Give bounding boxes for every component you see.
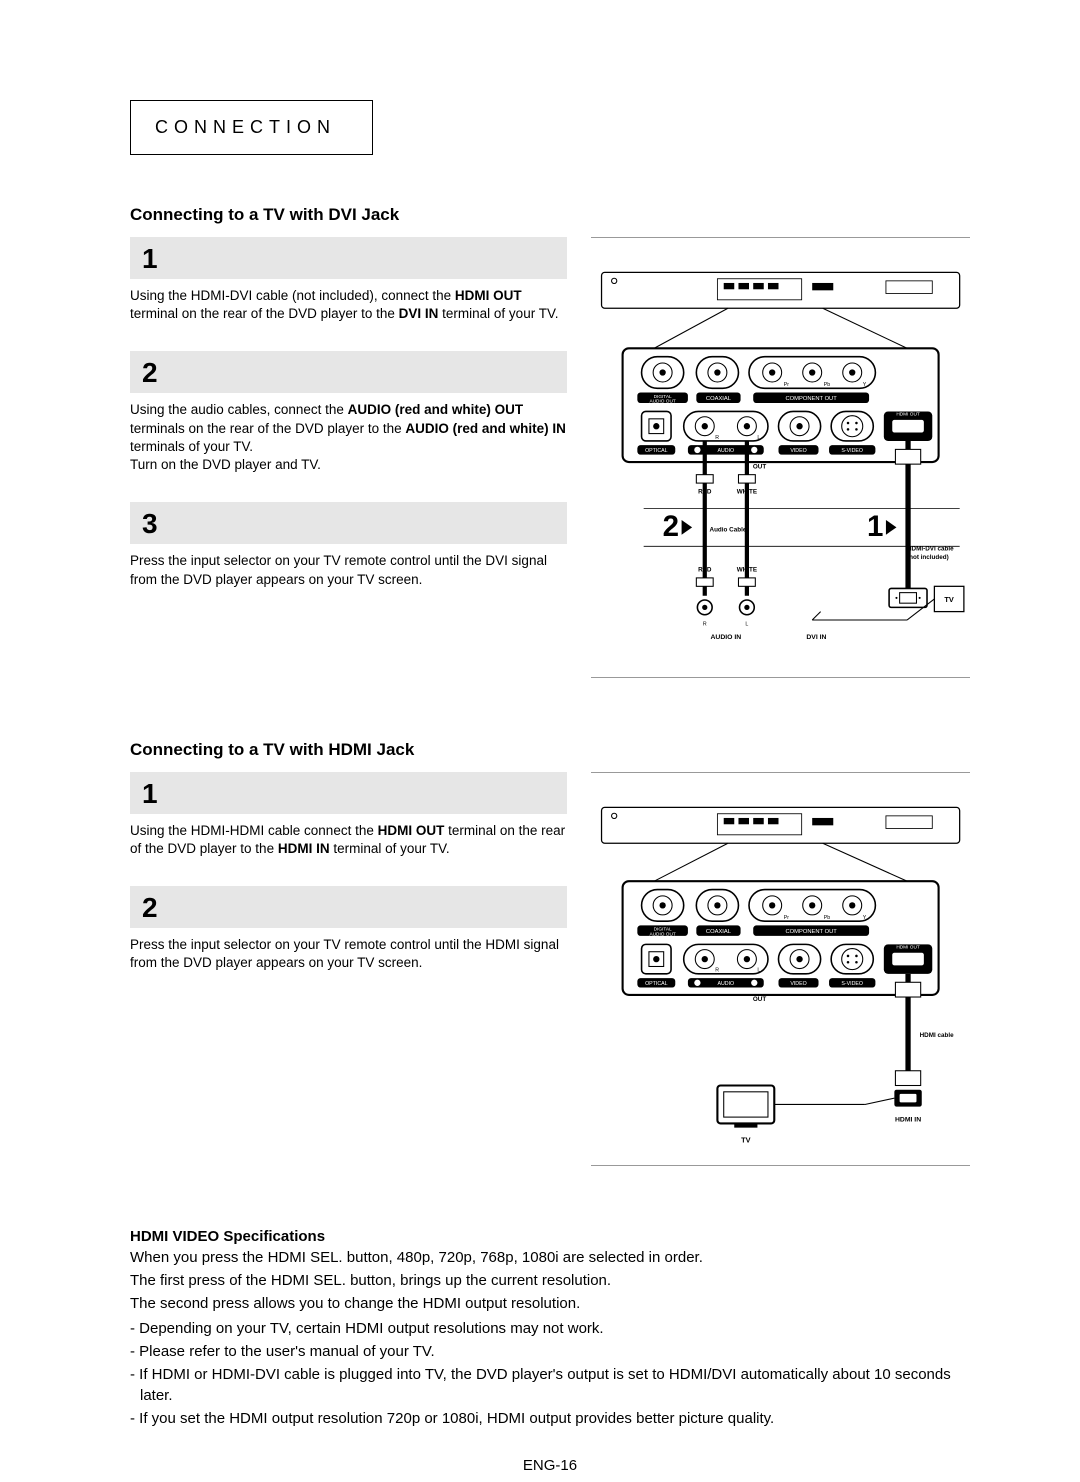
svg-text:Pr: Pr [784,915,790,921]
svg-text:R: R [715,967,719,973]
svg-text:R: R [715,435,719,441]
dvi-step-1-body: Using the HDMI-DVI cable (not included),… [130,287,567,323]
hdmi-step-1-header: 1 [130,772,567,814]
step-number: 2 [142,894,555,922]
svg-text:RED: RED [698,489,712,496]
specs-p2: The first press of the HDMI SEL. button,… [130,1270,970,1291]
svg-text:TV: TV [741,1135,750,1144]
hdmi-connection-diagram: Pr Pb Y DIGITAL AUDIO OUT COAXIAL COMPON… [591,799,970,1147]
specs-bullet: - Please refer to the user's manual of y… [130,1341,970,1362]
svg-text:R: R [703,621,707,627]
dvi-step-3-body: Press the input selector on your TV remo… [130,552,567,588]
svg-text:TV: TV [944,595,953,604]
hdmi-step-2-header: 2 [130,886,567,928]
specs-bullet: - Depending on your TV, certain HDMI out… [130,1318,970,1339]
dvi-heading: Connecting to a TV with DVI Jack [130,205,970,225]
hdmi-two-col: 1 Using the HDMI-HDMI cable connect the … [130,772,970,1193]
svg-text:HDMI OUT: HDMI OUT [896,412,920,418]
svg-text:HDMI IN: HDMI IN [895,1116,921,1123]
specs-heading: HDMI VIDEO Specifications [130,1228,970,1245]
svg-text:Y: Y [863,382,867,388]
svg-text:2: 2 [662,510,678,543]
svg-text:1: 1 [867,510,883,543]
specs-bullets: - Depending on your TV, certain HDMI out… [130,1318,970,1429]
step-number: 2 [142,359,555,387]
svg-text:VIDEO: VIDEO [790,981,806,987]
svg-text:Y: Y [863,915,867,921]
svg-text:Pb: Pb [824,382,831,388]
svg-text:OUT: OUT [753,996,766,1003]
hdmi-step-2-body: Press the input selector on your TV remo… [130,936,567,972]
specs-p3: The second press allows you to change th… [130,1293,970,1314]
specs-body: When you press the HDMI SEL. button, 480… [130,1247,970,1429]
svg-text:OUT: OUT [753,463,766,470]
page-number: ENG-16 [130,1457,970,1474]
dvi-right-col: Pr Pb Y DIGITAL AUDIO OUT COAXIAL COMPON… [591,237,970,704]
svg-text:COMPONENT OUT: COMPONENT OUT [785,396,837,402]
svg-text:RED: RED [698,567,712,574]
specs-bullet: - If HDMI or HDMI-DVI cable is plugged i… [130,1364,970,1406]
dvi-connection-diagram: Pr Pb Y DIGITAL AUDIO OUT COAXIAL COMPON… [591,264,970,654]
svg-text:OPTICAL: OPTICAL [645,981,668,987]
svg-text:Pr: Pr [784,382,790,388]
svg-text:WHITE: WHITE [737,489,757,496]
section-header-box: CONNECTION [130,100,373,155]
divider [591,237,970,238]
dvi-two-col: 1 Using the HDMI-DVI cable (not included… [130,237,970,704]
svg-text:L: L [757,967,760,973]
dvi-step-3-header: 3 [130,502,567,544]
svg-text:L: L [757,435,760,441]
svg-text:S-VIDEO: S-VIDEO [841,981,863,987]
divider [591,772,970,773]
step-number: 1 [142,245,555,273]
svg-text:WHITE: WHITE [737,567,757,574]
hdmi-heading: Connecting to a TV with HDMI Jack [130,740,970,760]
svg-text:AUDIO: AUDIO [717,448,734,454]
svg-text:AUDIO OUT: AUDIO OUT [649,931,675,937]
svg-text:Pb: Pb [824,915,831,921]
hdmi-right-col: Pr Pb Y DIGITAL AUDIO OUT COAXIAL COMPON… [591,772,970,1193]
svg-text:S-VIDEO: S-VIDEO [841,448,863,454]
section-title: CONNECTION [155,117,336,137]
svg-text:OPTICAL: OPTICAL [645,448,668,454]
divider [591,1165,970,1166]
specs-p1: When you press the HDMI SEL. button, 480… [130,1247,970,1268]
dvi-step-1-header: 1 [130,237,567,279]
divider [591,677,970,678]
svg-text:(not included): (not included) [907,554,949,561]
hdmi-step-1-body: Using the HDMI-HDMI cable connect the HD… [130,822,567,858]
hdmi-left-col: 1 Using the HDMI-HDMI cable connect the … [130,772,567,1193]
svg-text:VIDEO: VIDEO [790,448,806,454]
svg-text:COAXIAL: COAXIAL [706,929,732,935]
dvi-step-2-header: 2 [130,351,567,393]
svg-text:AUDIO OUT: AUDIO OUT [649,399,675,405]
step-number: 3 [142,510,555,538]
step-number: 1 [142,780,555,808]
svg-text:HDMI OUT: HDMI OUT [896,944,920,950]
dvi-left-col: 1 Using the HDMI-DVI cable (not included… [130,237,567,704]
svg-text:HDMI cable: HDMI cable [919,1032,953,1039]
svg-text:L: L [745,621,748,627]
svg-text:COMPONENT OUT: COMPONENT OUT [785,929,837,935]
svg-text:DVI IN: DVI IN [806,634,826,641]
dvi-step-2-body: Using the audio cables, connect the AUDI… [130,401,567,474]
svg-text:AUDIO: AUDIO [717,981,734,987]
svg-text:AUDIO IN: AUDIO IN [710,634,741,641]
svg-text:Audio Cable: Audio Cable [709,527,746,534]
svg-text:COAXIAL: COAXIAL [706,396,732,402]
specs-bullet: - If you set the HDMI output resolution … [130,1408,970,1429]
